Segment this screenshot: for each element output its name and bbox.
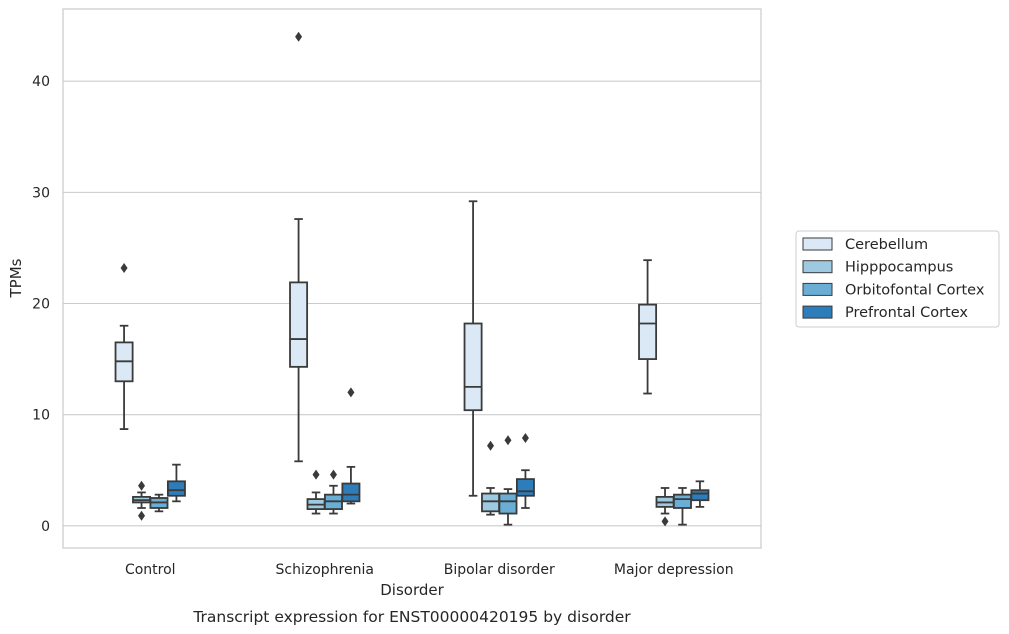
x-tick-label: Bipolar disorder (444, 562, 555, 578)
x-tick-label: Control (125, 562, 176, 578)
x-axis-title: Disorder (380, 581, 444, 599)
legend-frame (795, 230, 1000, 328)
y-tick-label: 40 (32, 74, 50, 90)
box-iqr (638, 303, 658, 360)
legend-swatch (802, 260, 833, 274)
y-tick-label: 10 (32, 408, 50, 424)
y-tick-labels: 0 10 20 30 40 (32, 74, 50, 535)
outlier-point (521, 432, 529, 443)
y-tick-label: 0 (41, 519, 50, 535)
box-iqr (515, 478, 535, 497)
box-iqr (690, 489, 710, 502)
box-1-2 (289, 31, 309, 463)
box-iqr (463, 322, 483, 412)
legend-label: Cerebellum (845, 237, 928, 253)
box-4-1 (166, 463, 186, 503)
outlier-point (504, 435, 512, 446)
legend-label: Hipppocampus (845, 260, 953, 276)
box-iqr (673, 493, 692, 509)
box-groups (114, 31, 710, 527)
outlier-point (347, 387, 355, 398)
box-iqr (166, 480, 186, 497)
x-tick-label: Major depression (614, 562, 734, 578)
y-axis-title: TPMs (7, 258, 25, 298)
box-1-1 (114, 262, 134, 430)
outlier-point (487, 440, 495, 451)
legend-label: Orbitofontal Cortex (845, 282, 985, 298)
outlier-point (661, 516, 669, 527)
outlier-point (312, 469, 320, 480)
grid-lines (63, 80, 761, 527)
legend-swatch (802, 282, 833, 296)
x-tick-label: Schizophrenia (276, 562, 374, 578)
y-tick-label: 30 (32, 185, 50, 201)
chart-caption: Transcript expression for ENST0000042019… (192, 608, 631, 626)
box-1-4 (638, 259, 658, 395)
outlier-point (295, 31, 303, 42)
box-3-1 (149, 493, 169, 513)
legend-swatch (802, 237, 833, 251)
box-4-2 (341, 387, 361, 505)
box-iqr (289, 281, 309, 368)
legend: Cerebellum Hipppocampus Orbitofontal Corte… (795, 230, 1000, 328)
box-iqr (481, 492, 500, 513)
box-3-3 (498, 435, 518, 526)
outlier-point (138, 510, 146, 521)
box-iqr (498, 492, 518, 515)
box-4-3 (515, 432, 535, 509)
outlier-point (329, 469, 337, 480)
box-2-2 (306, 469, 326, 515)
box-iqr (341, 482, 361, 503)
box-1-3 (463, 200, 483, 497)
outlier-point (120, 262, 128, 273)
legend-swatch (802, 305, 833, 319)
legend-label: Prefrontal Cortex (845, 305, 968, 321)
plot-frame (62, 8, 762, 549)
plot-area (63, 9, 761, 548)
x-tick-labels: Control Schizophrenia Bipolar disorder Majo… (125, 562, 734, 578)
box-3-4 (673, 487, 692, 526)
outlier-point (138, 480, 146, 491)
box-4-4 (690, 480, 710, 508)
y-tick-label: 20 (32, 297, 50, 313)
